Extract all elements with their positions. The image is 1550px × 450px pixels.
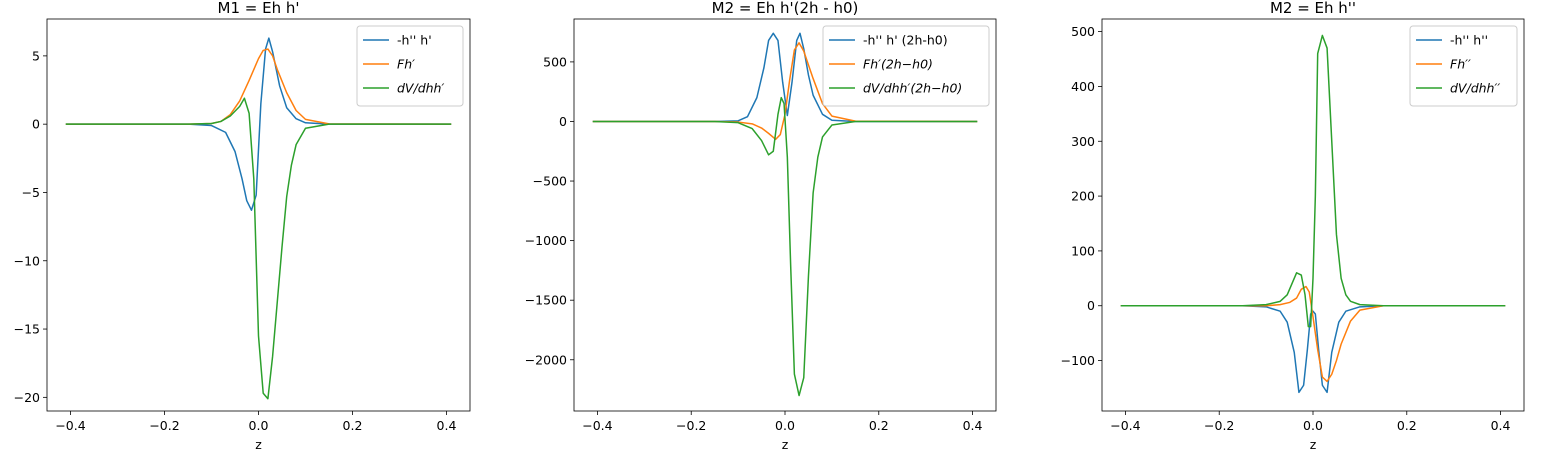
chart-panel-3: −0.4 −0.2 0.0 0.2 0.4 −100 0 100 200 300 400 500 M2 … (1061, 0, 1525, 450)
legend-frame (822, 25, 990, 107)
series-line-1 (1120, 304, 1506, 394)
x-tick-label: 0.0 (249, 418, 269, 433)
x-tick-label: 0.0 (775, 418, 795, 433)
legend-frame (1409, 25, 1518, 107)
x-tick-label: 0.4 (437, 418, 457, 433)
legend-label-3: dV/dhh′(2h−h0) (863, 81, 962, 96)
legend: -h'' h' (2h-h0) Fh′(2h−h0) dV/dhh′(2h−h0) (822, 25, 990, 107)
chart-title: M2 = Eh h'(2h - h0) (712, 0, 859, 17)
x-axis-label: z (1310, 437, 1317, 450)
y-tick-label: 5 (32, 48, 40, 63)
y-tick-label: −1500 (525, 293, 567, 308)
legend-label-1: -h'' h' (397, 33, 432, 48)
x-tick-label: −0.4 (1110, 418, 1140, 433)
x-tick-label: −0.2 (676, 418, 706, 433)
x-tick-label: 0.2 (1397, 418, 1417, 433)
series-line-1 (592, 32, 978, 123)
legend-label-1: -h'' h' (2h-h0) (863, 33, 948, 48)
y-tick-label: −5 (22, 185, 40, 200)
y-tick-label: 0 (559, 114, 567, 129)
x-tick-label: −0.2 (1204, 418, 1234, 433)
series-line-3 (65, 97, 452, 400)
y-tick-label: 200 (1071, 189, 1095, 204)
y-tick-label: −10 (14, 253, 40, 268)
legend-label-1: -h'' h'' (1450, 33, 1488, 48)
legend-label-3: dV/dhh′ (397, 81, 444, 96)
x-axis-label: z (255, 437, 262, 450)
series-line-3 (1120, 34, 1506, 328)
chart-title: M2 = Eh h'' (1270, 0, 1356, 17)
y-tick-label: 400 (1071, 79, 1095, 94)
legend: -h'' h' Fh′ dV/dhh′ (356, 25, 464, 107)
y-tick-label: −20 (14, 390, 40, 405)
x-tick-label: −0.2 (149, 418, 179, 433)
legend-label-2: Fh′ (397, 57, 415, 72)
y-tick-label: 100 (1071, 243, 1095, 258)
series-line-1 (65, 37, 452, 211)
x-tick-label: 0.4 (963, 418, 983, 433)
y-tick-label: 500 (1071, 24, 1095, 39)
legend: -h'' h'' Fh′′ dV/dhh′′ (1409, 25, 1518, 107)
y-tick-label: −100 (1061, 353, 1095, 368)
y-tick-label: 500 (543, 54, 567, 69)
legend-frame (356, 25, 464, 107)
x-tick-label: −0.4 (582, 418, 612, 433)
y-tick-label: −1000 (525, 233, 567, 248)
y-tick-label: −500 (533, 174, 567, 189)
x-axis-label: z (782, 437, 789, 450)
legend-label-2: Fh′′ (1450, 57, 1471, 72)
x-tick-label: −0.4 (55, 418, 85, 433)
series-line-2 (1120, 285, 1506, 383)
legend-label-3: dV/dhh′′ (1450, 81, 1500, 96)
y-tick-label: 300 (1071, 134, 1095, 149)
x-tick-label: 0.0 (1303, 418, 1323, 433)
series-line-3 (592, 96, 978, 397)
y-tick-label: 0 (1087, 298, 1095, 313)
chart-panel-1: −0.4 −0.2 0.0 0.2 0.4 −20 −15 −10 −5 0 5 M1 = Eh h'… (14, 0, 471, 450)
y-tick-label: 0 (32, 117, 40, 132)
y-tick-label: −2000 (525, 352, 567, 367)
series-group (65, 37, 452, 400)
chart-title: M1 = Eh h' (218, 0, 300, 17)
x-tick-label: 0.2 (343, 418, 363, 433)
x-tick-label: 0.4 (1491, 418, 1511, 433)
legend-label-2: Fh′(2h−h0) (863, 57, 933, 72)
y-tick-label: −15 (14, 322, 40, 337)
x-tick-label: 0.2 (869, 418, 889, 433)
chart-panel-2: −0.4 −0.2 0.0 0.2 0.4 −2000 −1500 −1000 −500 0 500… (525, 0, 997, 450)
series-group (1120, 34, 1506, 394)
